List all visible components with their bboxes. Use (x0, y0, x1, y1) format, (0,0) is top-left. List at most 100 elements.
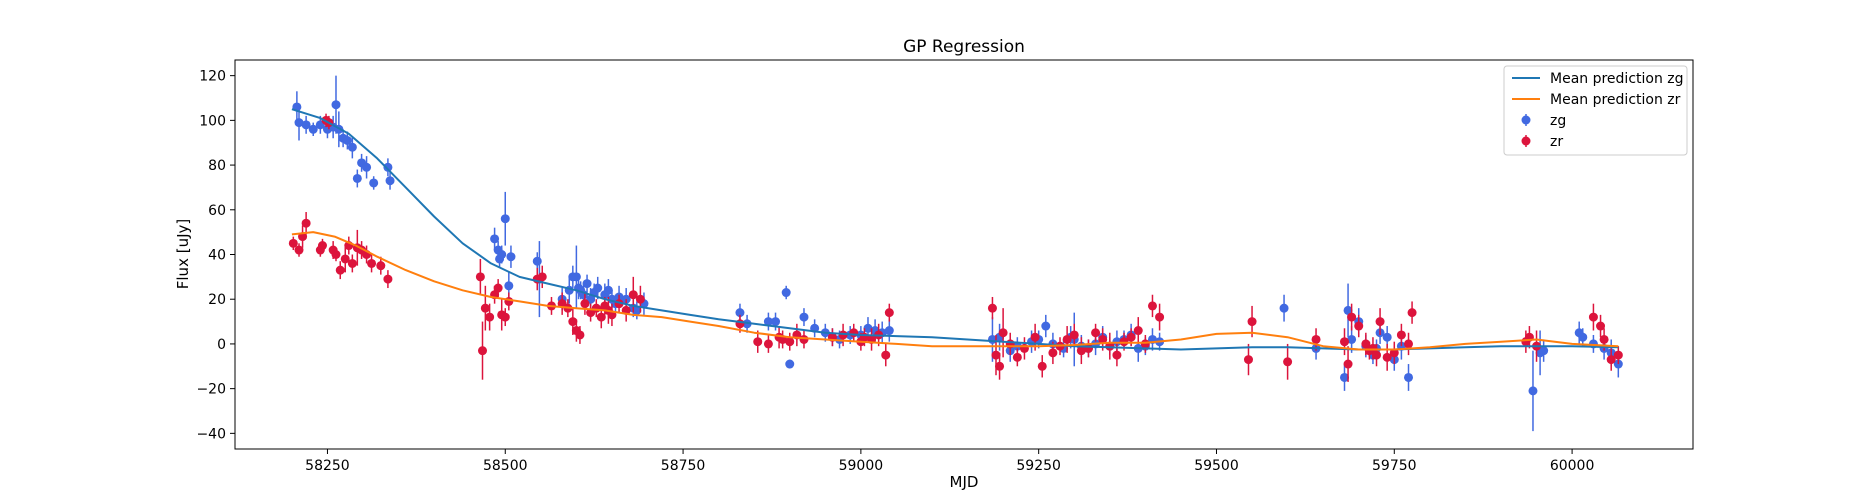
data-point-zg (571, 272, 581, 282)
data-point-zr (884, 308, 894, 318)
data-point-zr (799, 334, 809, 344)
data-point-zr (1147, 301, 1157, 311)
data-point-zg (308, 124, 318, 134)
y-tick-label: 120 (199, 69, 226, 85)
data-point-zr (1076, 346, 1086, 356)
data-point-zg (1382, 332, 1392, 342)
data-point-zg (593, 283, 603, 293)
data-point-zg (1112, 337, 1122, 347)
data-point-zr (998, 328, 1008, 338)
data-point-zr (335, 265, 345, 275)
legend-swatch-zg (1521, 115, 1531, 125)
data-point-zg (347, 142, 357, 152)
x-tick-label: 59250 (1016, 458, 1061, 474)
x-axis: 58250 58500 58750 59000 59250 59500 59750 60000 (305, 449, 1594, 474)
data-point-zr (301, 218, 311, 228)
data-point-zr (995, 361, 1005, 371)
data-point-zr (991, 350, 1001, 360)
data-point-zr (849, 328, 859, 338)
data-point-zg (763, 317, 773, 327)
legend-label-mean-zr: Mean prediction zr (1550, 92, 1681, 108)
series-zg (292, 75, 1623, 432)
data-point-zr (1247, 317, 1257, 327)
data-point-zr (500, 312, 510, 322)
data-point-zr (1588, 312, 1598, 322)
data-point-zr (1119, 337, 1129, 347)
data-point-zr (1126, 332, 1136, 342)
data-point-zr (1012, 352, 1022, 362)
data-point-zg (497, 250, 507, 259)
data-point-zr (1396, 330, 1406, 340)
data-point-zr (568, 317, 578, 327)
data-point-zr (1037, 361, 1047, 371)
mean-prediction-line-zr (291, 231, 1619, 351)
data-point-zr (478, 346, 488, 356)
data-point-zr (1243, 355, 1253, 365)
data-point-zg (331, 100, 341, 110)
data-point-zr (1340, 337, 1350, 347)
data-point-zr (294, 245, 304, 255)
data-point-zg (1404, 372, 1414, 382)
data-point-zr (1368, 343, 1378, 353)
x-tick-label: 58250 (305, 458, 350, 474)
data-point-zr (537, 272, 547, 282)
data-point-zr (1372, 350, 1382, 360)
data-point-zr (1606, 355, 1616, 365)
data-point-zg (884, 326, 894, 336)
data-point-zg (1578, 332, 1588, 342)
x-tick-label: 59750 (1372, 458, 1417, 474)
data-point-zg (500, 214, 510, 224)
data-point-zr (485, 312, 495, 322)
x-tick-label: 58500 (483, 458, 528, 474)
data-point-zr (475, 272, 485, 282)
data-point-zr (1354, 321, 1364, 331)
y-tick-label: 40 (208, 248, 226, 264)
data-point-zr (1613, 350, 1623, 360)
data-point-zr (1311, 334, 1321, 344)
data-point-zr (591, 303, 601, 313)
data-point-zr (580, 299, 590, 309)
data-point-zg (1279, 303, 1289, 313)
y-tick-label: 0 (217, 337, 226, 353)
data-point-zr (1091, 328, 1101, 338)
data-point-zg (294, 118, 304, 128)
data-point-zr (628, 290, 638, 300)
legend-swatch-zr (1521, 136, 1531, 146)
data-point-zr (1407, 308, 1417, 318)
data-point-zg (1343, 305, 1353, 315)
legend-label-zr: zr (1550, 134, 1563, 150)
data-point-zg (1539, 346, 1549, 356)
data-point-zg (1340, 372, 1350, 382)
data-point-zr (1098, 334, 1108, 344)
data-point-zr (1343, 359, 1353, 369)
data-point-zr (1283, 357, 1293, 367)
data-point-zg (632, 305, 642, 315)
legend: Mean prediction zg Mean prediction zr zg… (1503, 65, 1688, 156)
data-point-zg (385, 176, 395, 186)
data-point-zg (1041, 321, 1051, 331)
data-point-zg (342, 135, 352, 145)
legend-label-zg: zg (1550, 113, 1566, 129)
data-point-zr (1382, 352, 1392, 362)
data-point-zr (1112, 350, 1122, 360)
data-point-zr (1347, 312, 1357, 322)
data-point-zr (347, 258, 357, 268)
data-point-zr (881, 350, 891, 360)
data-point-zg (1528, 386, 1538, 396)
data-point-zr (1389, 348, 1399, 358)
data-point-zr (1133, 326, 1143, 336)
data-point-zr (763, 339, 773, 349)
data-point-zg (785, 359, 795, 369)
data-point-zr (376, 261, 386, 271)
data-point-zr (1404, 339, 1414, 349)
data-point-zr (635, 294, 645, 304)
y-tick-label: 20 (208, 292, 226, 308)
data-point-zr (785, 337, 795, 347)
data-point-zg (603, 285, 613, 295)
data-point-zr (1140, 339, 1150, 349)
data-point-zr (753, 337, 763, 347)
data-point-zg (301, 120, 311, 130)
data-point-zr (1599, 334, 1609, 344)
y-tick-label: 60 (208, 203, 226, 219)
